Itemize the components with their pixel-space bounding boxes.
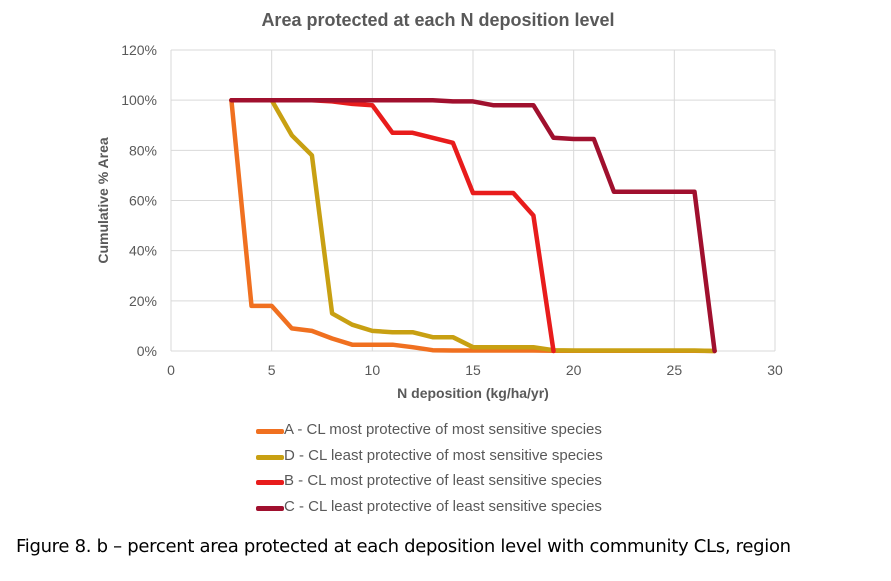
x-tick-label: 5 [268,362,276,378]
legend-label-a: A - CL most protective of most sensitive… [284,421,602,438]
x-tick-label: 0 [167,362,175,378]
y-tick-label: 20% [129,293,157,309]
legend-label-b: B - CL most protective of least sensitiv… [284,472,602,489]
chart-title: Area protected at each N deposition leve… [261,10,615,30]
series-line-d [229,97,717,354]
legend-label-d: D - CL least protective of most sensitiv… [284,446,603,464]
series-line-c [229,97,717,354]
y-tick-label: 120% [121,42,157,58]
legend-swatch-b [256,480,284,485]
y-tick-label: 100% [121,92,157,108]
legend-swatch-a [256,429,284,434]
y-tick-label: 0% [137,343,157,359]
legend-label-c: C - CL least protective of least sensiti… [284,497,602,515]
y-tick-label: 60% [129,193,157,209]
axis-layer: 0 5 10 15 20 25 30 0% 20% 40% 60% 80% 100% 120% [121,42,783,378]
series-layer [229,97,717,354]
y-tick-label: 80% [129,142,157,158]
legend-swatch-c [256,505,284,511]
x-tick-label: 30 [767,362,783,378]
x-tick-label: 10 [365,362,381,378]
figure-caption: Figure 8. b – percent area protected at … [16,536,791,557]
legend-swatch-d [256,454,284,460]
x-tick-label: 15 [465,362,481,378]
x-tick-label: 20 [566,362,582,378]
y-tick-label: 40% [129,243,157,259]
x-tick-label: 25 [667,362,683,378]
y-axis-title: Cumulative % Area [95,137,111,264]
x-axis-title: N deposition (kg/ha/yr) [397,385,549,401]
